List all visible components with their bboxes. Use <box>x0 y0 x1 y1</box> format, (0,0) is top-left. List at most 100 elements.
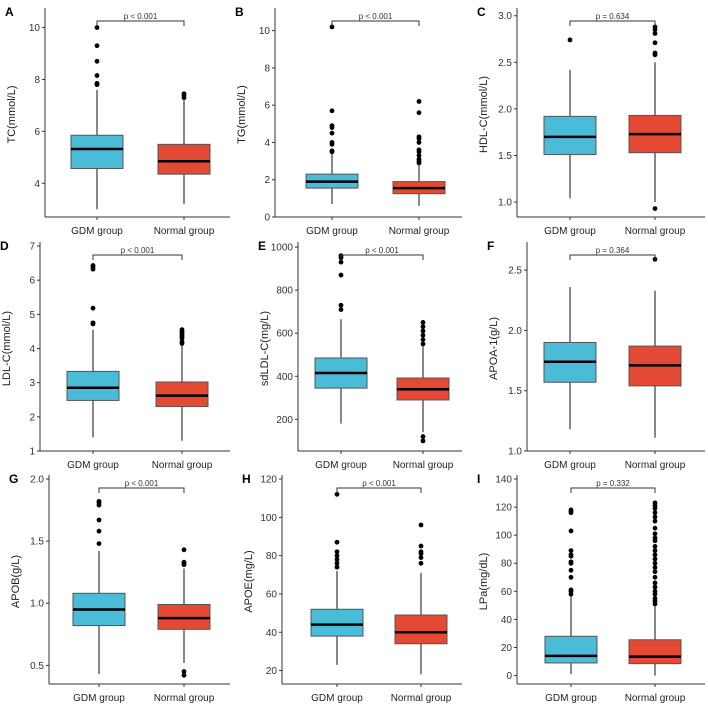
y-tick-label: 8 <box>264 63 270 74</box>
outlier-point <box>94 25 100 30</box>
x-tick-label: GDM group <box>315 460 367 471</box>
outlier-point <box>181 669 187 674</box>
outlier-point <box>338 307 344 312</box>
y-tick-label: 0 <box>264 213 270 224</box>
x-tick-label: Normal group <box>625 460 686 471</box>
y-tick-label: 200 <box>276 415 293 426</box>
y-tick-label: 3 <box>29 378 35 389</box>
outlier-point <box>420 337 426 343</box>
y-tick-label: 1.0 <box>508 447 522 458</box>
significance-bracket <box>336 487 422 493</box>
y-tick-label: 2 <box>29 412 35 423</box>
significance-bracket <box>569 254 656 260</box>
p-value-label: p < 0.001 <box>121 246 155 255</box>
y-tick-label: 1.5 <box>30 537 44 548</box>
outlier-point <box>420 341 426 347</box>
outlier-point <box>568 548 574 554</box>
outlier-point <box>90 320 96 326</box>
panel-i: I 0 20 40 60 80 100 120 140 LPa(mg/dL) GDM group No… <box>477 472 705 704</box>
y-tick-label: 0 <box>506 671 512 682</box>
y-tick-label: 120 <box>260 475 277 486</box>
panel-f: F 1.0 1.5 2.0 2.5 APOA-1(g/L) GDM group Normal … <box>487 239 705 471</box>
x-tick-label: Normal group <box>154 226 215 237</box>
x-tick-label: GDM group <box>545 693 597 704</box>
panel-letter: D <box>0 239 9 253</box>
y-tick-label: 100 <box>495 531 512 542</box>
outlier-point <box>416 156 422 162</box>
panel-letter: H <box>242 472 251 486</box>
y-tick-label: 6 <box>29 276 35 287</box>
y-tick-label: 8 <box>34 75 40 86</box>
outlier-point <box>416 134 422 140</box>
outlier-point <box>568 559 574 565</box>
outlier-point <box>568 552 574 558</box>
outlier-point <box>338 302 344 308</box>
x-tick-label: GDM group <box>67 460 119 471</box>
outlier-point <box>420 324 426 330</box>
box-normal <box>628 639 682 665</box>
outlier-point <box>652 50 658 56</box>
significance-bracket <box>569 20 656 26</box>
outlier-point <box>179 339 185 345</box>
outlier-point <box>652 569 658 575</box>
x-tick-label: Normal group <box>625 226 686 237</box>
p-value-label: p = 0.364 <box>596 246 630 255</box>
x-tick-label: Normal group <box>393 460 454 471</box>
outlier-point <box>652 535 658 541</box>
outlier-point <box>334 557 340 562</box>
y-tick-label: 1.0 <box>30 599 44 610</box>
outlier-point <box>338 259 344 265</box>
outlier-point <box>416 153 422 158</box>
y-tick-label: 100 <box>260 513 277 524</box>
panel-a: A 4 6 8 10 TC(mmol/L) GDM group Normal group p <… <box>5 5 230 237</box>
y-tick-label: 4 <box>264 138 270 149</box>
outlier-point <box>652 31 658 36</box>
y-tick-label: 60 <box>501 587 513 598</box>
y-tick-label: 1.0 <box>498 198 512 209</box>
outlier-point <box>181 672 187 678</box>
box-normal <box>394 614 448 645</box>
outlier-point <box>418 543 424 549</box>
outlier-point <box>418 522 424 528</box>
p-value-label: p < 0.001 <box>124 12 158 21</box>
y-tick-label: 2 <box>264 175 270 186</box>
y-axis-label: HDL-C(mmol/L) <box>478 76 490 153</box>
y-tick-label: 20 <box>266 666 278 677</box>
outlier-point <box>94 58 100 64</box>
outlier-point <box>568 507 574 513</box>
outlier-point <box>94 43 100 49</box>
outlier-point <box>652 525 658 531</box>
y-tick-label: 80 <box>266 551 278 562</box>
outlier-point <box>652 548 658 554</box>
significance-bracket <box>92 254 183 260</box>
y-tick-label: 6 <box>34 127 40 138</box>
outlier-point <box>652 565 658 570</box>
y-axis-label: TG(mmol/L) <box>236 85 248 144</box>
panel-letter: C <box>477 5 486 19</box>
significance-bracket <box>98 487 185 493</box>
y-tick-label: 20 <box>501 643 513 654</box>
panel-g: G 0.5 1.0 1.5 2.0 APOB(g/L) GDM group Normal gr… <box>9 472 230 704</box>
x-tick-label: Normal group <box>154 693 215 704</box>
y-tick-label: 1000 <box>271 243 294 254</box>
x-tick-label: Normal group <box>625 693 686 704</box>
y-axis-label: APOB(g/L) <box>10 555 22 608</box>
outlier-point <box>416 140 422 145</box>
p-value-label: p = 0.332 <box>596 479 630 488</box>
box-gdm <box>66 370 120 401</box>
outlier-point <box>329 108 335 114</box>
outlier-point <box>334 491 340 497</box>
outlier-point <box>96 528 102 534</box>
x-tick-label: GDM group <box>544 226 596 237</box>
outlier-point <box>567 37 573 43</box>
outlier-point <box>652 500 658 506</box>
outlier-point <box>181 91 187 97</box>
panel-letter: F <box>487 239 494 253</box>
outlier-point <box>329 24 335 30</box>
outlier-point <box>652 518 658 524</box>
outlier-point <box>334 560 340 566</box>
panel-letter: G <box>9 472 18 486</box>
p-value-label: p < 0.001 <box>365 246 399 255</box>
box-gdm <box>70 134 124 169</box>
